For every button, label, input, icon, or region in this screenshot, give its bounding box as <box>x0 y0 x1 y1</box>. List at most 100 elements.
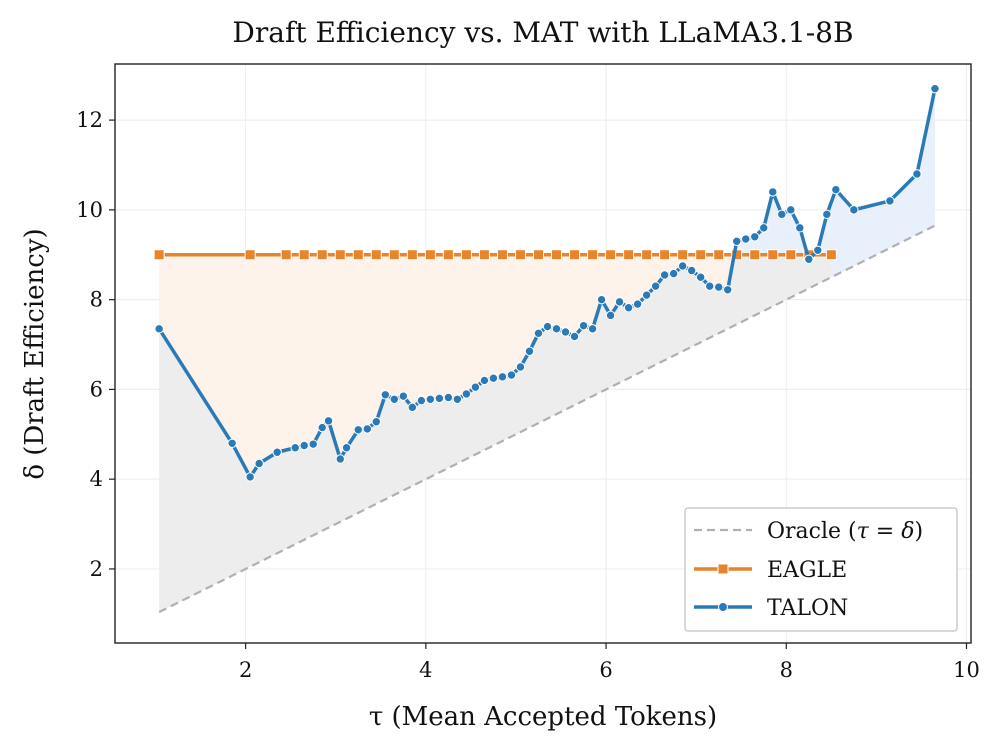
talon-point <box>885 196 895 206</box>
talon-point <box>479 375 490 386</box>
talon-point <box>659 270 670 280</box>
talon-point <box>254 458 264 469</box>
talon-point <box>614 297 625 307</box>
talon-point <box>362 424 372 434</box>
eagle-point <box>514 249 526 261</box>
talon-point <box>353 425 363 435</box>
x-tick-label: 10 <box>953 658 980 682</box>
eagle-point <box>569 249 581 261</box>
talon-point <box>750 232 760 242</box>
legend-talon-marker <box>718 602 728 612</box>
eagle-point <box>532 249 544 261</box>
y-tick-label: 8 <box>90 288 103 312</box>
chart-title: Draft Efficiency vs. MAT with LLaMA3.1-8… <box>232 16 853 49</box>
talon-point <box>506 370 517 380</box>
eagle-point <box>370 249 382 261</box>
talon-point <box>323 416 334 426</box>
talon-point <box>380 390 391 400</box>
legend-oracle-suffix: ) <box>914 519 923 544</box>
legend-eagle-label: EAGLE <box>767 558 847 583</box>
talon-point <box>434 393 445 404</box>
talon-advantage-fill <box>736 88 935 278</box>
eagle-point <box>406 249 418 261</box>
eagle-point <box>388 249 400 261</box>
talon-point <box>335 454 345 464</box>
eagle-point <box>677 249 689 261</box>
eagle-point <box>153 249 165 261</box>
talon-point <box>452 394 463 404</box>
y-tick-label: 10 <box>76 198 103 222</box>
talon-point <box>308 439 318 449</box>
oracle-line <box>158 224 936 614</box>
x-tick-label: 8 <box>780 658 793 682</box>
talon-point <box>930 83 940 94</box>
talon-point <box>542 321 553 332</box>
oracle-talon-fill <box>159 88 935 613</box>
talon-point <box>804 254 814 264</box>
talon-line <box>157 88 937 479</box>
y-axis-label: δ (Draft Efficiency) <box>20 228 50 479</box>
talon-point <box>497 372 508 382</box>
eagle-point <box>424 249 436 261</box>
eagle-point <box>825 249 837 261</box>
plot-frame <box>114 63 972 644</box>
talon-point <box>759 223 769 233</box>
talon-point <box>786 205 796 215</box>
y-tick-label: 4 <box>90 467 103 491</box>
y-tick-label: 2 <box>90 557 103 581</box>
talon-point <box>560 327 571 337</box>
talon-point <box>668 268 679 279</box>
x-axis: 2 4 6 8 10 <box>239 643 980 682</box>
talon-point <box>632 299 643 309</box>
series-layer <box>153 83 940 614</box>
talon-point <box>488 373 499 383</box>
eagle-point <box>695 249 707 261</box>
talon-point <box>443 392 454 403</box>
eagle-point <box>334 249 346 261</box>
talon-point <box>704 281 715 291</box>
talon-point <box>154 324 164 334</box>
talon-point <box>425 394 436 404</box>
talon-point <box>768 187 778 197</box>
eagle-point <box>587 249 599 261</box>
talon-point <box>416 395 427 406</box>
x-tick-label: 6 <box>599 658 612 682</box>
eagle-point <box>641 249 653 261</box>
talon-point <box>227 438 237 448</box>
x-tick-label: 4 <box>419 658 432 682</box>
talon-point <box>533 328 544 339</box>
talon-point <box>596 294 607 305</box>
talon-point <box>695 272 706 282</box>
talon-point <box>677 261 688 271</box>
talon-point <box>407 402 418 413</box>
talon-point <box>389 394 400 404</box>
talon-point <box>641 290 652 300</box>
eagle-point <box>605 249 617 261</box>
eagle-point <box>713 249 725 261</box>
talon-point <box>299 440 309 451</box>
talon-point <box>650 281 661 291</box>
talon-point <box>461 389 472 399</box>
talon-point <box>470 382 481 392</box>
talon-point <box>398 391 409 401</box>
eagle-point <box>478 249 490 261</box>
y-tick-label: 6 <box>90 377 103 401</box>
eagle-point <box>496 249 508 261</box>
talon-point <box>795 223 805 233</box>
talon-point <box>777 209 787 220</box>
talon-point <box>623 303 634 313</box>
talon-point <box>551 324 562 334</box>
talon-point <box>732 236 742 246</box>
talon-point <box>813 245 823 255</box>
eagle-point <box>352 249 364 261</box>
legend-oracle-label: Oracle (τ = δ) <box>767 519 923 544</box>
talon-point <box>515 362 526 372</box>
y-tick-label: 12 <box>76 108 103 132</box>
talon-point <box>605 310 616 321</box>
eagle-point <box>767 249 779 261</box>
eagle-point <box>659 249 671 261</box>
eagle-point <box>785 249 797 261</box>
talon-point <box>578 320 589 331</box>
legend-box <box>684 507 958 632</box>
